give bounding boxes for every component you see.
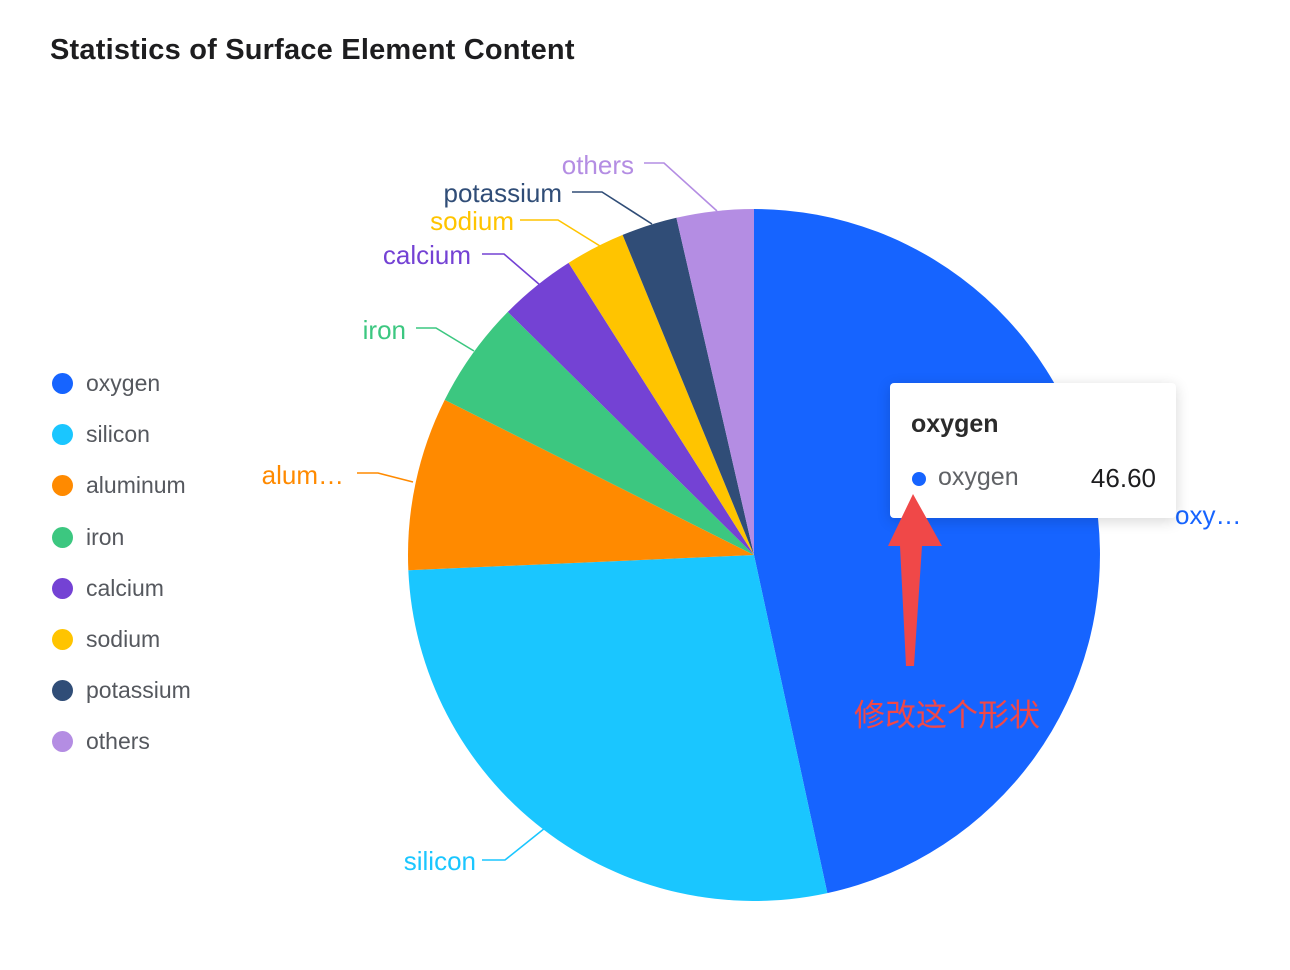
legend-label-calcium: calcium	[86, 574, 164, 601]
legend-marker-silicon	[52, 424, 73, 446]
pie-slice-calcium[interactable]	[507, 262, 754, 555]
pie-slice-oxygen[interactable]	[754, 209, 1100, 894]
legend-item-oxygen[interactable]: oxygen	[52, 358, 191, 409]
slice-label-oxygen: oxy…	[1175, 500, 1241, 530]
legend-marker-aluminum	[52, 475, 73, 497]
slice-label-sodium: sodium	[430, 206, 514, 236]
tooltip-value: 46.60	[1090, 463, 1156, 493]
legend-marker-sodium	[52, 629, 73, 651]
annotation-text: 修改这个形状	[854, 698, 1040, 734]
chart-title: Statistics of Surface Element Content	[50, 34, 575, 66]
legend-item-calcium[interactable]: calcium	[52, 563, 191, 614]
legend-item-potassium[interactable]: potassium	[52, 665, 191, 716]
slice-label-others: others	[562, 150, 634, 180]
legend-label-oxygen: oxygen	[86, 370, 161, 397]
slice-label-iron: iron	[363, 315, 406, 345]
legend-label-aluminum: aluminum	[86, 472, 186, 499]
tooltip: oxygen oxygen 46.60	[890, 383, 1176, 518]
tooltip-marker-dot	[912, 472, 926, 486]
legend-item-iron[interactable]: iron	[52, 512, 191, 563]
slice-label-aluminum: alum…	[262, 460, 344, 490]
leader-line-sodium	[520, 219, 601, 247]
legend-item-sodium[interactable]: sodium	[52, 614, 191, 665]
legend-marker-calcium	[52, 577, 73, 599]
legend-marker-iron	[52, 526, 73, 548]
slice-label-silicon: silicon	[404, 846, 476, 876]
pie-slice-potassium[interactable]	[622, 217, 754, 555]
tooltip-series-name: oxygen	[938, 463, 1019, 491]
legend-item-silicon[interactable]: silicon	[52, 409, 191, 460]
legend-label-others: others	[86, 728, 150, 755]
leader-line-iron	[416, 327, 475, 352]
legend-label-silicon: silicon	[86, 421, 150, 448]
pie-slice-iron[interactable]	[444, 311, 754, 555]
legend-marker-others	[52, 731, 73, 753]
legend-label-sodium: sodium	[86, 626, 161, 653]
tooltip-title: oxygen	[911, 410, 999, 438]
leader-line-silicon	[482, 827, 546, 861]
slice-label-calcium: calcium	[383, 240, 471, 270]
legend-item-others[interactable]: others	[52, 716, 191, 767]
legend-label-potassium: potassium	[86, 677, 191, 704]
legend-item-aluminum[interactable]: aluminum	[52, 460, 191, 511]
slice-label-potassium: potassium	[444, 178, 563, 208]
legend-marker-potassium	[52, 680, 73, 702]
leader-line-aluminum	[357, 472, 414, 483]
pie-slice-silicon[interactable]	[408, 555, 828, 901]
legend-marker-oxygen	[52, 373, 73, 395]
pie-slice-aluminum[interactable]	[407, 399, 754, 571]
pie-slice-others[interactable]	[676, 209, 754, 555]
legend-label-iron: iron	[86, 523, 125, 550]
leader-line-others	[644, 162, 718, 212]
pie-slice-sodium[interactable]	[568, 234, 754, 556]
legend: oxygen silicon aluminum iron calcium sodium po…	[52, 358, 191, 768]
leader-line-calcium	[482, 253, 541, 286]
leader-line-potassium	[572, 191, 653, 225]
